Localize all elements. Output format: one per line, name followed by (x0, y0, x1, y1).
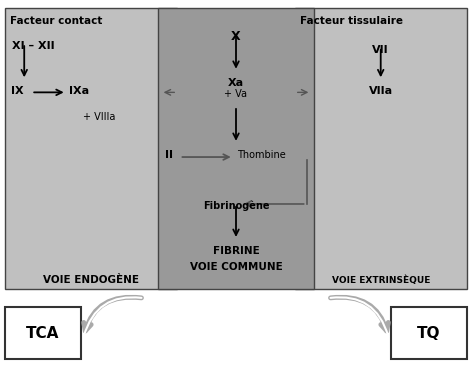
Text: VIIa: VIIa (369, 86, 393, 96)
Text: II: II (165, 150, 173, 160)
FancyArrowPatch shape (330, 297, 388, 331)
FancyBboxPatch shape (5, 8, 177, 289)
Text: Thombine: Thombine (237, 150, 286, 160)
FancyBboxPatch shape (295, 8, 467, 289)
Text: FIBRINE: FIBRINE (212, 246, 260, 256)
Text: VOIE EXTRINSÈQUE: VOIE EXTRINSÈQUE (331, 276, 430, 285)
FancyArrowPatch shape (84, 297, 142, 336)
Text: IX: IX (11, 86, 24, 96)
Text: IXa: IXa (69, 86, 89, 96)
Text: VOIE ENDOGÈNE: VOIE ENDOGÈNE (43, 275, 139, 285)
Text: X: X (231, 30, 241, 43)
Text: VII: VII (372, 45, 389, 55)
Text: Fibrinogène: Fibrinogène (203, 200, 269, 211)
Text: TQ: TQ (417, 326, 441, 341)
Text: VOIE COMMUNE: VOIE COMMUNE (190, 262, 282, 272)
Text: TCA: TCA (26, 326, 60, 341)
Text: + VIIIa: + VIIIa (83, 112, 115, 122)
Text: XI – XII: XI – XII (12, 41, 55, 51)
Text: Xa: Xa (228, 78, 244, 88)
FancyArrowPatch shape (330, 297, 388, 336)
Text: Facteur contact: Facteur contact (10, 16, 102, 26)
FancyBboxPatch shape (158, 8, 314, 289)
Text: + Va: + Va (225, 89, 247, 99)
FancyBboxPatch shape (5, 308, 81, 359)
FancyArrowPatch shape (84, 297, 142, 331)
FancyBboxPatch shape (391, 308, 467, 359)
Text: Facteur tissulaire: Facteur tissulaire (300, 16, 403, 26)
